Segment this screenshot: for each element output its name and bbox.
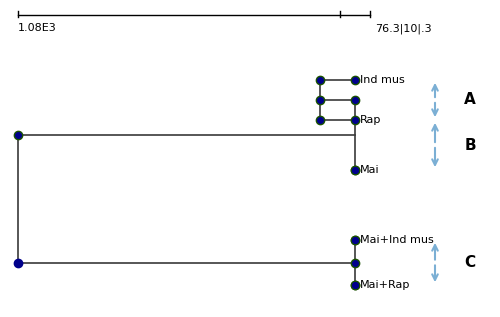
Text: Mai+Rap: Mai+Rap: [360, 280, 410, 290]
Text: C: C: [464, 255, 475, 270]
Text: Mai: Mai: [360, 165, 380, 175]
Text: Mai+Ind mus: Mai+Ind mus: [360, 235, 434, 245]
Text: Rap: Rap: [360, 115, 382, 125]
Text: B: B: [464, 138, 476, 152]
Text: 76.3|10|.3: 76.3|10|.3: [375, 23, 432, 34]
Text: A: A: [464, 93, 476, 107]
Text: Ind mus: Ind mus: [360, 75, 405, 85]
Text: 1.08E3: 1.08E3: [18, 23, 57, 33]
